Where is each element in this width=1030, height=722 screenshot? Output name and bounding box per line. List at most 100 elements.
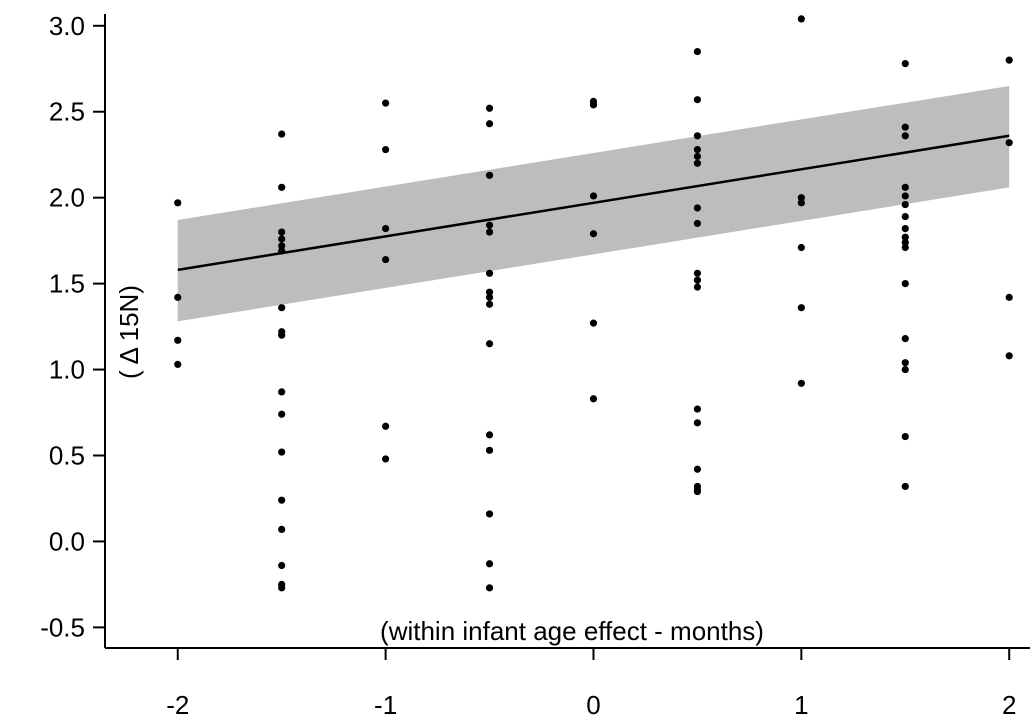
data-point	[693, 159, 702, 167]
data-point	[278, 304, 286, 312]
data-points	[174, 15, 1013, 592]
data-point	[278, 561, 286, 570]
data-point	[382, 422, 390, 430]
regression-line	[177, 134, 1010, 272]
data-point	[693, 269, 702, 277]
data-point	[797, 194, 805, 202]
data-point	[485, 510, 494, 518]
y-tick-label: -0.5	[40, 612, 85, 642]
data-point	[693, 152, 702, 161]
data-point	[901, 233, 909, 241]
data-point	[485, 269, 494, 277]
data-point	[485, 288, 494, 296]
data-point	[174, 199, 182, 207]
data-point	[693, 487, 702, 496]
x-tick-label: 1	[794, 690, 808, 720]
data-point	[278, 130, 286, 138]
data-point	[901, 132, 909, 140]
data-point	[901, 243, 909, 252]
data-point	[485, 340, 494, 348]
data-point	[485, 446, 494, 454]
data-point	[901, 359, 909, 367]
x-axis-title: (within infant age effect - months)	[380, 616, 764, 646]
data-point	[382, 255, 390, 264]
data-point	[278, 448, 286, 456]
data-point	[485, 221, 494, 229]
data-point	[485, 560, 494, 568]
data-point	[901, 280, 909, 288]
data-point	[797, 243, 805, 252]
data-point	[693, 96, 702, 104]
data-point	[589, 319, 598, 327]
data-point	[382, 455, 390, 463]
data-point	[901, 183, 909, 191]
data-point	[589, 395, 598, 403]
data-point	[693, 405, 702, 413]
data-point	[901, 200, 909, 209]
data-point	[382, 99, 390, 107]
data-point	[278, 388, 286, 396]
data-point	[1005, 139, 1013, 147]
data-point	[485, 293, 494, 301]
data-point	[485, 431, 494, 439]
data-point	[693, 419, 702, 427]
data-point	[901, 59, 909, 68]
data-point	[797, 379, 805, 387]
data-point	[901, 365, 909, 374]
data-point	[382, 225, 390, 233]
data-point	[797, 304, 805, 312]
data-point	[485, 120, 494, 128]
data-point	[589, 101, 598, 109]
y-tick-label: 3.0	[49, 11, 85, 41]
data-point	[382, 145, 390, 154]
data-point	[901, 123, 909, 131]
data-point	[693, 276, 702, 284]
data-point	[485, 104, 494, 112]
data-point	[901, 432, 909, 441]
y-tick-label: 0.0	[49, 526, 85, 556]
data-point	[901, 238, 909, 246]
y-tick-label: 2.0	[49, 183, 85, 213]
data-point	[278, 525, 286, 534]
data-point	[278, 410, 286, 418]
data-point	[589, 192, 598, 200]
data-point	[174, 293, 182, 301]
x-tick-label: -1	[374, 690, 397, 720]
x-tick-label: 2	[1002, 690, 1016, 720]
data-point	[278, 235, 286, 243]
data-point	[485, 228, 494, 236]
data-point	[693, 204, 702, 212]
y-tick-label: 1.5	[49, 269, 85, 299]
data-point	[278, 183, 286, 191]
data-point	[485, 300, 494, 308]
data-point	[693, 132, 702, 140]
x-tick-label: -2	[166, 690, 189, 720]
data-point	[485, 171, 494, 179]
data-point	[278, 496, 286, 504]
data-point	[485, 584, 494, 592]
data-point	[278, 584, 286, 592]
y-tick-label: 0.5	[49, 440, 85, 470]
ticks: -0.5 0.0 0.5 1.0 1.5 2.0 2.5 3.0 -2 -1 0 1 2	[40, 11, 1016, 720]
data-point	[901, 192, 909, 200]
data-point	[901, 482, 909, 491]
y-axis-title: ( Δ 15N)	[114, 285, 144, 379]
data-point	[797, 199, 805, 207]
data-point	[1005, 293, 1013, 301]
data-point	[797, 15, 805, 23]
data-point	[693, 283, 702, 291]
data-point	[1005, 352, 1013, 360]
y-tick-label: 2.5	[49, 97, 85, 127]
data-point	[278, 247, 286, 255]
data-point	[278, 228, 286, 236]
y-tick-label: 1.0	[49, 355, 85, 385]
data-point	[174, 336, 182, 344]
data-point	[693, 465, 702, 473]
x-tick-label: 0	[586, 690, 600, 720]
data-point	[901, 225, 909, 233]
fit-line-layer	[177, 134, 1010, 272]
data-point	[1005, 56, 1013, 64]
data-point	[901, 212, 909, 221]
data-point	[693, 145, 702, 154]
